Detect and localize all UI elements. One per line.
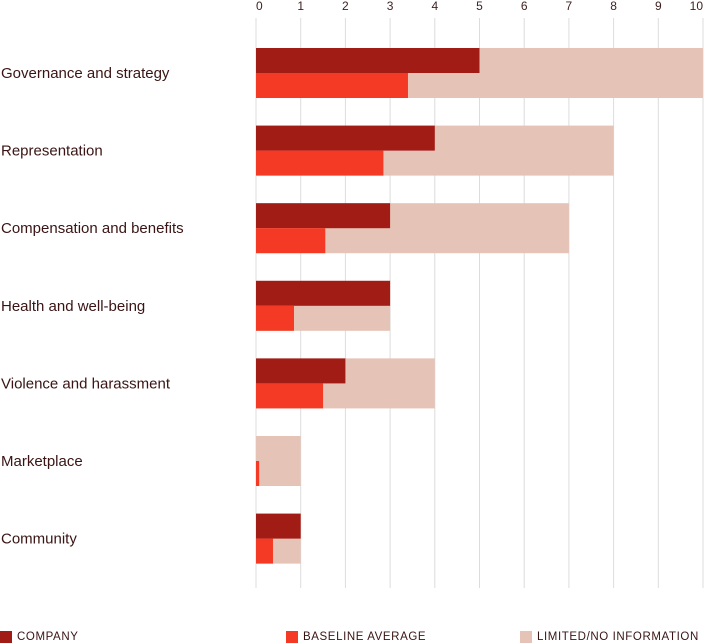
- legend-swatch-baseline-average: [286, 631, 298, 643]
- bar-baseline-6: [256, 538, 273, 564]
- bar-chart: 0 1 2 3 4 5 6 7 8 9 10 Governance and strategy Repr…: [1, 0, 704, 588]
- tick-label-5: 5: [476, 0, 483, 13]
- bar-company-2: [256, 203, 391, 229]
- legend-item-limited-info: LIMITED/NO INFORMATION: [520, 630, 699, 644]
- bar-company-0: [256, 48, 480, 73]
- category-label-4: Violence and harassment: [1, 375, 171, 392]
- bars: [256, 48, 703, 564]
- tick-label-3: 3: [387, 0, 394, 13]
- legend-label-baseline-average: BASELINE AVERAGE: [303, 631, 427, 643]
- category-label-3: Health and well-being: [1, 298, 145, 315]
- bar-baseline-2: [256, 228, 326, 254]
- tick-label-10: 10: [690, 0, 704, 13]
- legend-label-company: COMPANY: [17, 631, 79, 643]
- bar-baseline-4: [256, 383, 324, 409]
- category-label-0: Governance and strategy: [1, 65, 170, 82]
- tick-label-9: 9: [655, 0, 662, 13]
- tick-label-6: 6: [521, 0, 528, 13]
- tick-label-8: 8: [610, 0, 617, 13]
- bar-baseline-1: [256, 150, 384, 176]
- tick-label-1: 1: [297, 0, 304, 13]
- legend-swatch-company: [0, 631, 12, 643]
- bar-baseline-5: [256, 461, 260, 486]
- bar-company-4: [256, 358, 346, 384]
- bar-baseline-3: [256, 305, 294, 331]
- bar-company-3: [256, 280, 391, 306]
- bar-baseline-0: [256, 73, 408, 98]
- tick-label-7: 7: [566, 0, 573, 13]
- gridlines: [255, 18, 704, 588]
- tick-label-0: 0: [256, 0, 263, 13]
- category-labels: Governance and strategy Representation Com…: [1, 65, 184, 548]
- bar-limited-info-5: [256, 436, 301, 486]
- legend: COMPANY BASELINE AVERAGE LIMITED/NO INFO…: [0, 630, 710, 644]
- category-label-1: Representation: [1, 143, 103, 160]
- category-label-5: Marketplace: [1, 453, 83, 470]
- tick-label-2: 2: [342, 0, 349, 13]
- legend-item-baseline-average: BASELINE AVERAGE: [286, 630, 426, 644]
- category-label-2: Compensation and benefits: [1, 220, 184, 237]
- legend-label-limited-info: LIMITED/NO INFORMATION: [537, 631, 699, 643]
- bar-company-1: [256, 125, 435, 151]
- bar-company-6: [256, 513, 301, 539]
- legend-item-company: COMPANY: [0, 630, 79, 644]
- category-label-6: Community: [1, 531, 77, 548]
- tick-label-4: 4: [431, 0, 438, 13]
- legend-swatch-limited-info: [520, 631, 532, 643]
- x-axis-ticks: 0 1 2 3 4 5 6 7 8 9 10: [256, 0, 703, 13]
